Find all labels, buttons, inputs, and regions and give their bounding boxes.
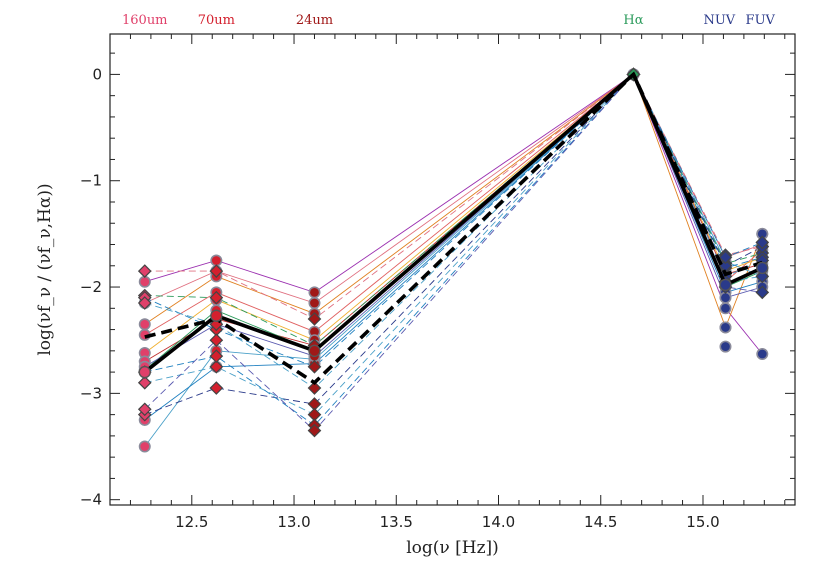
data-point-circle — [756, 348, 769, 361]
data-point-circle — [719, 340, 732, 353]
data-point-diamond — [755, 235, 770, 250]
plot-frame — [109, 33, 796, 506]
thin-dashed-line — [144, 73, 763, 426]
data-point-diamond — [307, 423, 322, 438]
y-tick-label: −1 — [80, 172, 102, 190]
mean-point — [210, 309, 223, 322]
band-labels: 160um 70um 24um Hα NUV FUV — [122, 13, 776, 28]
mean-point — [308, 344, 321, 358]
band-label: FUV — [746, 13, 776, 28]
data-point-diamond — [718, 250, 733, 265]
data-point-circle — [719, 291, 732, 304]
data-point-diamond — [137, 375, 152, 390]
data-point-circle — [138, 318, 151, 331]
data-point-diamond — [307, 381, 322, 395]
data-point-diamond — [755, 285, 770, 300]
thin-dashed-line — [144, 73, 763, 416]
mean-lines — [138, 71, 769, 385]
mean-dashed-line — [144, 71, 763, 385]
data-point-circle — [719, 321, 732, 334]
thin-dashed-line — [144, 73, 763, 320]
thin-solid-line — [144, 73, 763, 371]
band-label: NUV — [703, 13, 735, 28]
thin-solid-line — [144, 73, 763, 336]
x-tick-label: 13.5 — [380, 513, 413, 531]
axis-ticks — [110, 34, 795, 505]
x-tick-label: 14.0 — [482, 513, 515, 531]
band-label: 24um — [296, 13, 333, 28]
x-axis-title: log(ν [Hz]) — [406, 538, 499, 558]
thin-solid-line — [144, 73, 763, 329]
data-point-diamond — [137, 296, 152, 310]
data-point-circle — [138, 440, 151, 453]
band-label: Hα — [623, 13, 643, 28]
x-tick-label: 15.0 — [686, 513, 719, 531]
mean-solid-line — [143, 72, 764, 374]
data-markers — [137, 67, 770, 453]
data-point-diamond — [209, 333, 224, 348]
mean-point — [138, 365, 151, 379]
thin-dashed-lines — [144, 73, 763, 432]
thin-solid-line — [144, 73, 763, 368]
data-point-circle — [210, 254, 223, 267]
data-point-diamond — [209, 264, 224, 278]
data-point-diamond — [209, 349, 224, 363]
mean-point — [719, 278, 732, 292]
data-point-diamond — [307, 359, 322, 374]
y-tick-label: −4 — [80, 491, 102, 509]
data-point-diamond — [307, 312, 322, 326]
tick-labels: 12.5 13.0 13.5 14.0 14.5 15.0 0 −1 −2 −3 −4 — [80, 65, 720, 531]
band-label: 160um — [122, 13, 168, 28]
thin-dashed-line — [144, 73, 763, 432]
x-tick-label: 12.5 — [175, 513, 208, 531]
y-tick-label: −2 — [80, 278, 102, 296]
thin-solid-line — [144, 73, 763, 355]
data-point-diamond — [755, 269, 770, 284]
thin-solid-line — [144, 73, 763, 421]
data-point-circle — [719, 302, 732, 315]
thin-dashed-line — [144, 73, 763, 416]
data-point-diamond — [209, 381, 224, 395]
x-tick-label: 13.0 — [277, 513, 310, 531]
thin-dashed-line — [144, 73, 763, 347]
x-tick-label: 14.5 — [584, 513, 617, 531]
data-point-diamond — [209, 359, 224, 374]
data-point-diamond — [209, 290, 224, 305]
thin-solid-line — [144, 73, 763, 354]
data-point-circle — [308, 296, 321, 309]
data-point-diamond — [137, 402, 152, 417]
mean-point — [756, 261, 769, 275]
data-point-circle — [138, 275, 151, 288]
thin-solid-line — [144, 73, 763, 362]
data-point-circle — [308, 286, 321, 299]
band-label: 70um — [198, 13, 235, 28]
y-tick-label: 0 — [92, 65, 102, 83]
y-axis-title: log(νf_ν / (νf_ν,Hα)) — [35, 183, 55, 355]
thin-solid-line — [144, 73, 763, 304]
data-point-diamond — [137, 264, 152, 278]
y-tick-label: −3 — [80, 384, 102, 402]
